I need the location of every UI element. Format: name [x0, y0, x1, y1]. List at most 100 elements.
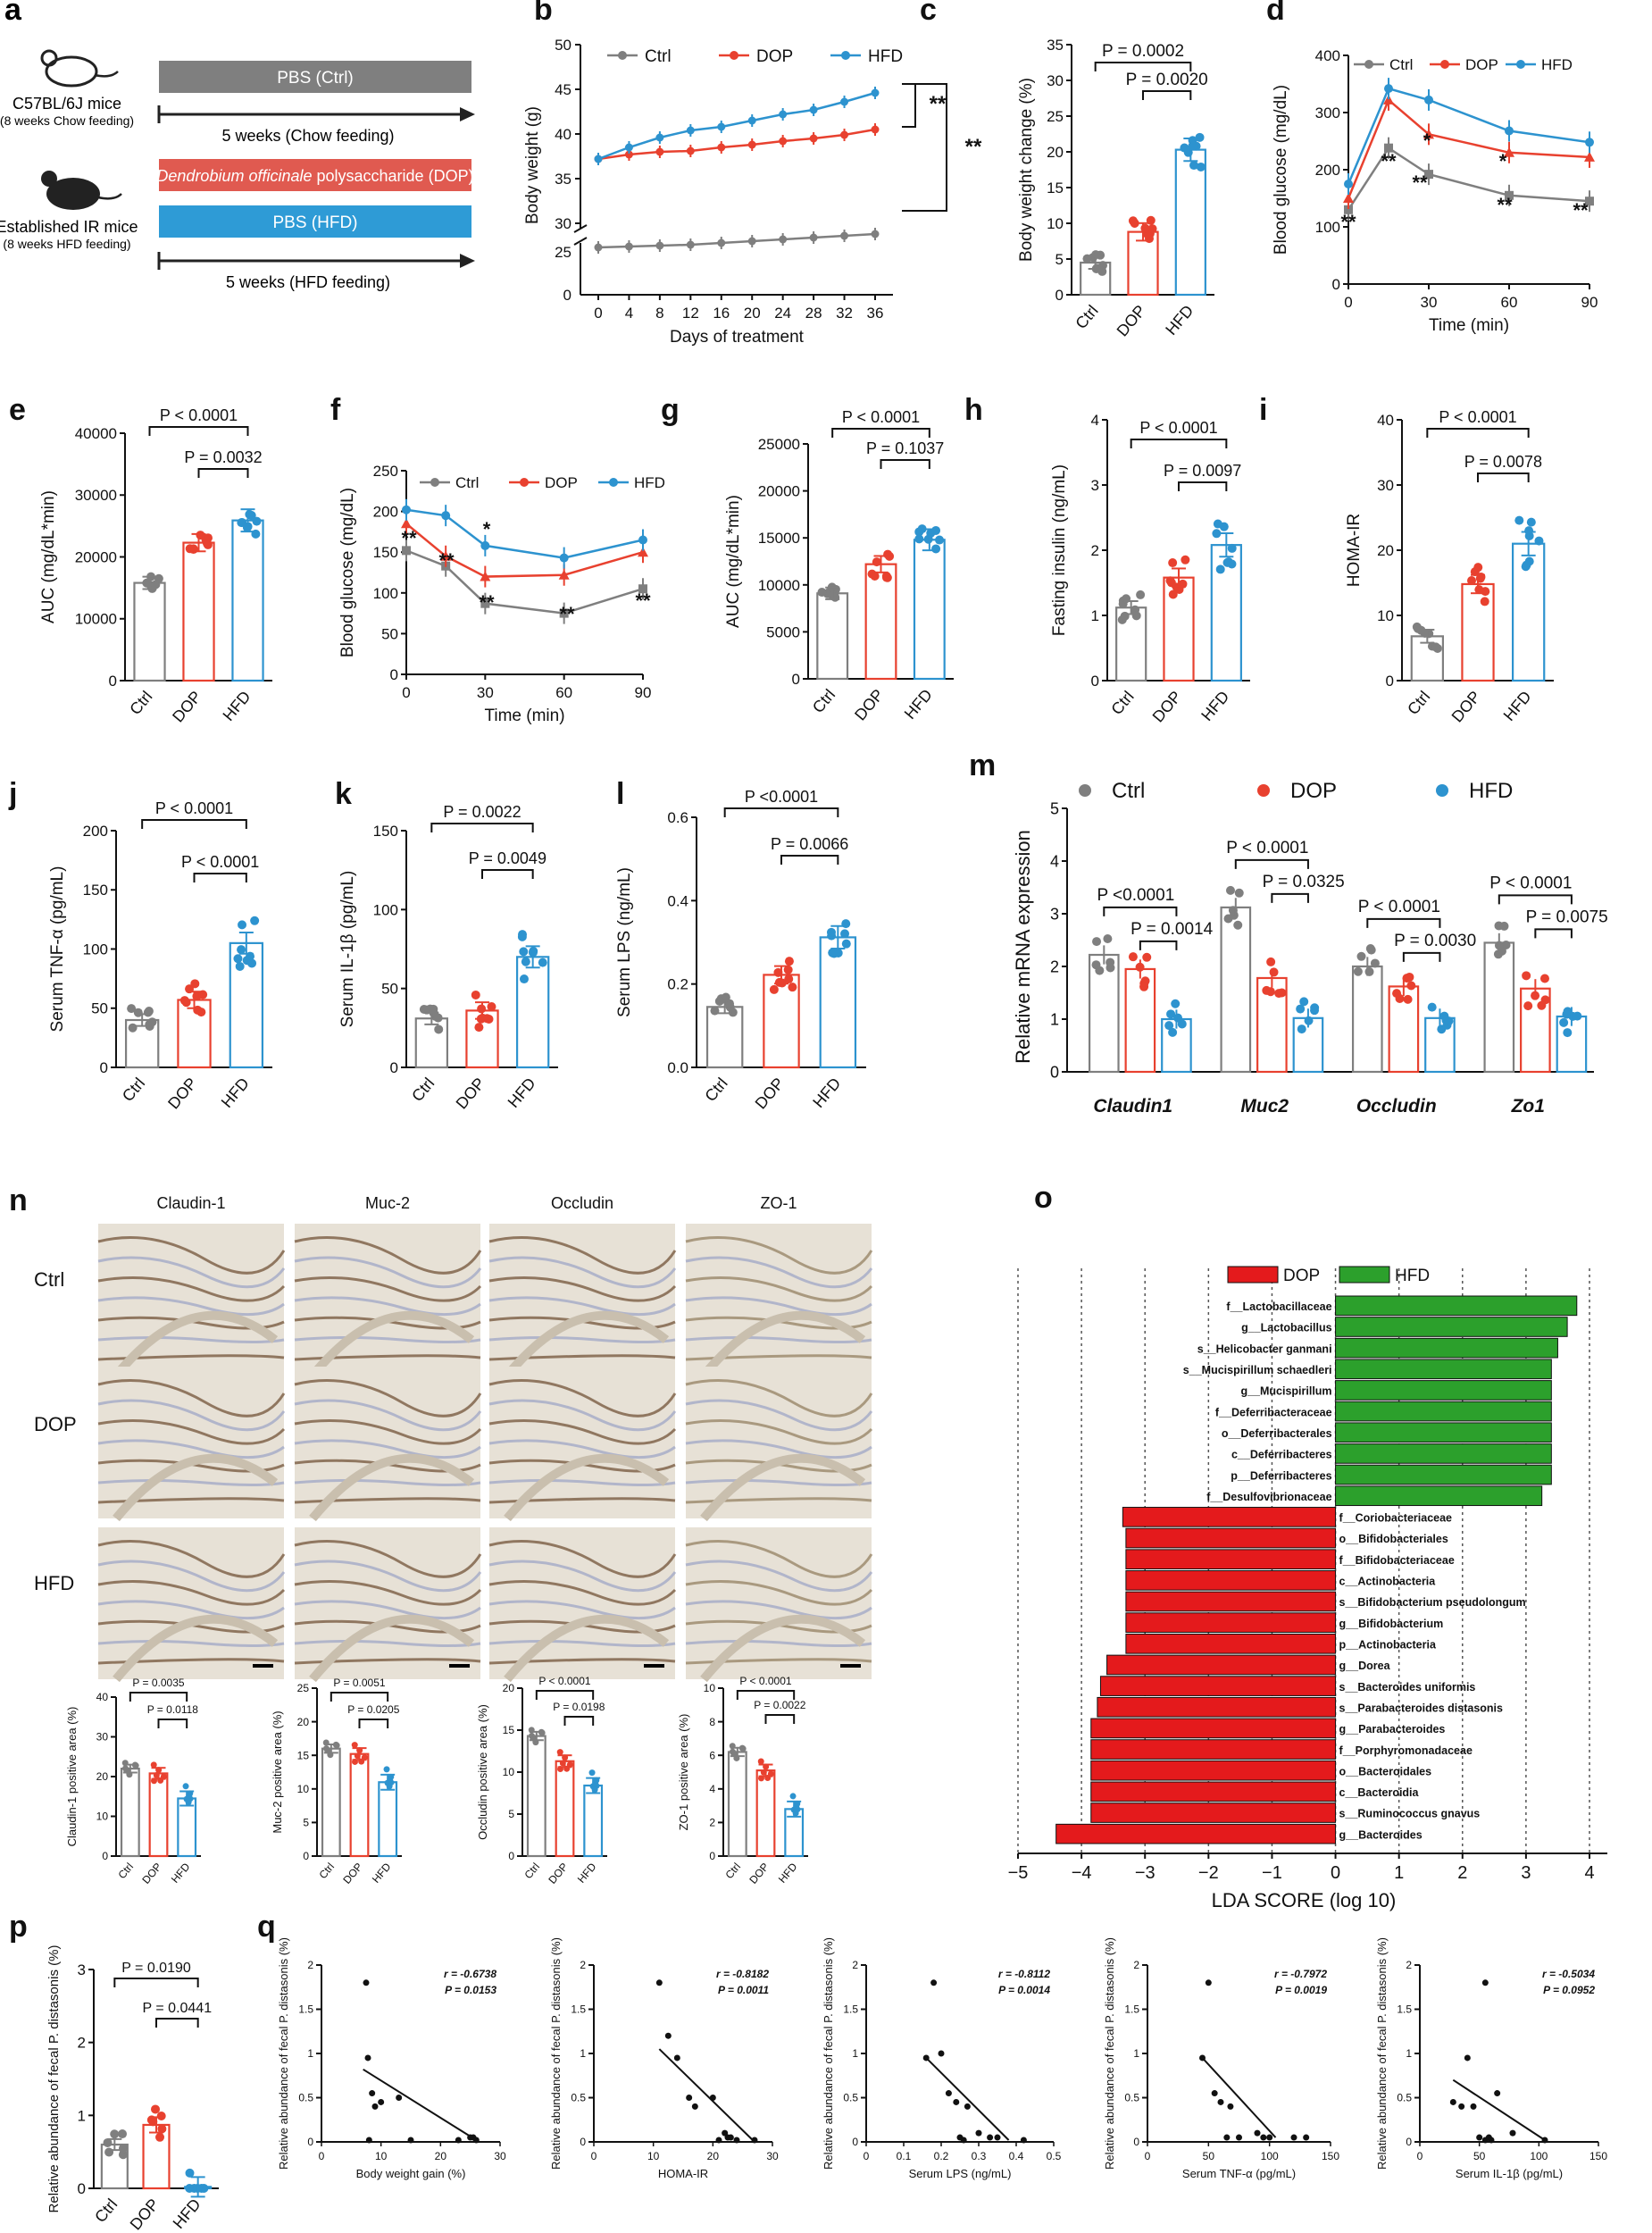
significance-bracket — [1234, 858, 1309, 869]
data-point — [1225, 885, 1235, 895]
x-tick-label: DOP — [1114, 302, 1149, 340]
x-axis-label: Time (min) — [484, 707, 564, 725]
y-tick-label: 10 — [1377, 607, 1394, 624]
p-value: P = 0.0118 — [147, 1703, 199, 1716]
y-tick-label: 8 — [709, 1716, 715, 1728]
timeline-label-2: 5 weeks (HFD feeding) — [226, 273, 390, 291]
significance-bracket — [880, 459, 930, 469]
data-point — [333, 1742, 340, 1749]
tissue-stroke — [294, 1296, 481, 1317]
y-tick-label: 100 — [83, 941, 108, 958]
data-point — [480, 540, 490, 550]
lda-label: f__Desulfovibrionaceae — [1206, 1491, 1331, 1503]
chart-f: 0 50 100 150 200 250 0 30 60 90 Time (min) Blood gl… — [338, 463, 665, 725]
lda-label: g__Lactobacillus — [1241, 1322, 1331, 1334]
lda-label: s__Bacteroides uniformis — [1339, 1681, 1476, 1694]
data-point — [638, 547, 648, 557]
data-point — [686, 146, 695, 155]
data-point — [914, 527, 924, 537]
data-point — [1539, 974, 1549, 983]
chart-c: 0 5 10 15 20 25 30 35 Body weight change (%) Ctrl… — [1017, 37, 1214, 340]
tissue-stroke — [97, 1399, 286, 1432]
data-point — [429, 1004, 438, 1014]
tissue-stroke — [488, 1236, 677, 1275]
x-tick-label: DOP — [169, 688, 204, 726]
tissue-stroke — [685, 1439, 872, 1459]
correlation-p: P = 0.0952 — [1543, 1984, 1595, 1996]
scatter-point — [994, 2134, 1001, 2141]
p-value: P = 0.0441 — [143, 2001, 213, 2016]
bar-ctrl — [816, 592, 849, 681]
p-value: P = 0.0097 — [1164, 462, 1241, 480]
data-point — [471, 990, 480, 999]
bar-dop — [755, 1769, 776, 1858]
legend-marker — [618, 51, 627, 60]
scatter-point — [1020, 2137, 1027, 2144]
tissue-stroke — [685, 1236, 873, 1275]
x-tick-label: 8 — [655, 305, 663, 322]
y-tick-label: 0.4 — [667, 892, 688, 909]
data-point — [1189, 161, 1199, 171]
data-point — [747, 116, 756, 125]
data-point — [118, 2150, 128, 2160]
scatter-point — [673, 2054, 680, 2062]
x-tick-label: 0.5 — [1047, 2150, 1062, 2162]
y-tick-label: 10 — [503, 1766, 515, 1778]
legend-label: Ctrl — [1112, 779, 1145, 803]
data-point — [870, 572, 880, 581]
x-tick-label: HFD — [170, 2195, 204, 2232]
y-tick-label: 1.5 — [298, 2003, 313, 2016]
data-point — [132, 1762, 139, 1769]
data-point — [1431, 642, 1440, 652]
significance-bracket — [148, 426, 249, 436]
tissue-stroke — [294, 1640, 481, 1647]
data-point — [118, 2144, 128, 2154]
bar-hfd — [515, 956, 550, 1069]
lda-bar — [1090, 1739, 1337, 1760]
x-tick-label: DOP — [1448, 688, 1484, 726]
x-tick-label: DOP — [747, 1861, 771, 1886]
scatter-point — [1236, 2134, 1242, 2141]
scatter-point — [1205, 1979, 1212, 1986]
y-tick-label: 0 — [580, 2136, 586, 2148]
y-tick-label: 0.5 — [1124, 2092, 1139, 2104]
chart-e: 0 10000 20000 30000 40000 AUC (mg/dL*min) Ctrl… — [39, 406, 272, 725]
y-tick-label: 10000 — [758, 577, 800, 594]
lda-bar — [1097, 1696, 1337, 1718]
y-axis-label: AUC (mg/dL*min) — [724, 495, 743, 628]
data-point — [638, 584, 647, 594]
data-point — [1171, 999, 1181, 1008]
data-point — [747, 237, 756, 246]
x-tick-label: DOP — [546, 1861, 570, 1886]
y-tick-label: 300 — [1315, 105, 1340, 121]
panel-letter-q: q — [257, 1910, 276, 1944]
legend-marker — [730, 51, 738, 60]
data-point — [538, 958, 547, 967]
legend-label: DOP — [756, 47, 793, 66]
mouse1-sub: (8 weeks Chow feeding) — [0, 113, 134, 128]
data-point — [1473, 563, 1483, 573]
y-tick-label: 0 — [1055, 287, 1064, 304]
y-tick-label: 35 — [1047, 37, 1064, 54]
ctrl-treatment-label: PBS (Ctrl) — [277, 69, 354, 88]
x-tick-label: 0 — [402, 684, 410, 701]
x-tick-label: HFD — [218, 1075, 253, 1111]
x-tick-label: 32 — [836, 305, 853, 322]
y-tick-label: 0 — [78, 2180, 86, 2197]
data-point — [150, 1761, 157, 1769]
tissue-stroke — [685, 1296, 872, 1317]
x-tick-label: 36 — [867, 305, 884, 322]
data-point — [809, 105, 818, 114]
significance-bracket — [197, 468, 249, 478]
data-point — [190, 979, 200, 989]
data-point — [840, 97, 849, 106]
significance-marker: ** — [635, 590, 651, 612]
bar-hfd — [231, 519, 264, 682]
lda-bar — [1335, 1317, 1568, 1337]
bar-dop — [1461, 582, 1495, 682]
x-tick-label: HFD — [776, 1861, 800, 1886]
tissue-stroke — [294, 1256, 482, 1289]
x-tick-label: 10 — [375, 2150, 388, 2162]
